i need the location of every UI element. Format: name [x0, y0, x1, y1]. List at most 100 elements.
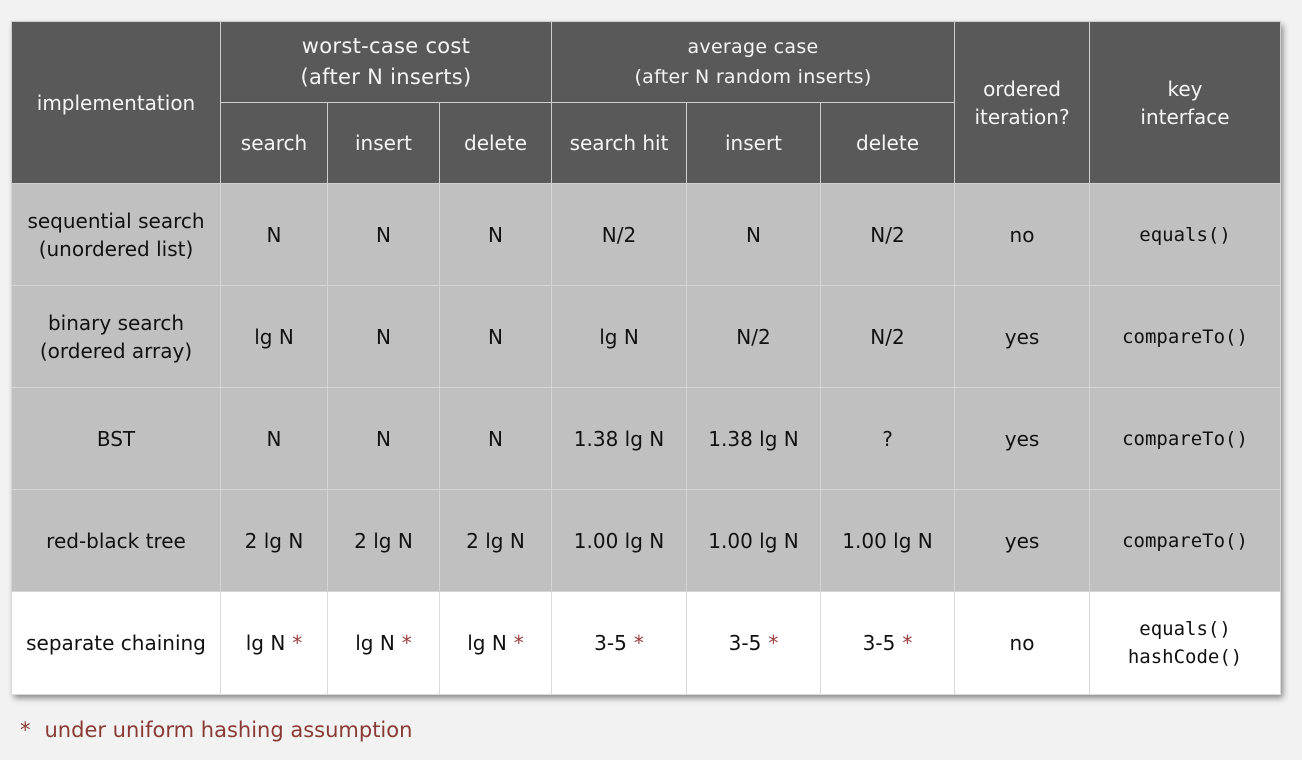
cost-cell: N/2	[551, 183, 688, 286]
cost-cell: N/2	[686, 285, 822, 388]
cost-cell: 2 lg N	[220, 489, 328, 592]
cost-cell: 1.38 lg N	[551, 387, 688, 490]
header-implementation-label: implementation	[36, 90, 196, 115]
ordered-cell: yes	[954, 285, 1091, 388]
cost-cell: N	[327, 285, 440, 388]
table-row: BST N N N 1.38 lg N 1.38 lg N ? yes comp…	[11, 387, 1282, 490]
subheader-avg-insert: insert	[686, 102, 822, 184]
table-row: sequential search (unordered list) N N N …	[11, 183, 1282, 286]
cost-cell: 1.00 lg N	[551, 489, 688, 592]
header-average-case: average case (after N random inserts)	[551, 21, 956, 103]
cost-cell: N/2	[820, 183, 956, 286]
symbol-table-summary: implementation worst-case cost (after N i…	[11, 21, 1282, 695]
cost-cell: 2 lg N	[438, 489, 553, 592]
header-average-line2: (after N random inserts)	[634, 66, 872, 88]
impl-line1: separate chaining	[26, 631, 206, 655]
implementation-cell: BST	[11, 387, 221, 490]
key-line1: equals()	[1139, 618, 1231, 640]
footnote-asterisk: *	[20, 718, 31, 742]
impl-line1: binary search	[47, 310, 185, 335]
cost-cell: N	[438, 285, 553, 388]
impl-line1: sequential search	[27, 208, 205, 233]
key-line1: compareTo()	[1122, 427, 1248, 450]
subheader-insert: insert	[327, 102, 440, 184]
cost-cell: N	[438, 387, 553, 490]
implementation-cell: separate chaining	[11, 591, 221, 695]
cost-value: 3-5	[728, 631, 762, 655]
asterisk-mark: *	[902, 631, 913, 655]
cost-cell: N	[220, 183, 328, 286]
cost-cell: N/2	[820, 285, 956, 388]
cost-cell: ?	[820, 387, 956, 490]
header-ordered-iteration: ordered iteration?	[954, 21, 1091, 184]
comparison-table: implementation worst-case cost (after N i…	[11, 21, 1282, 695]
implementation-cell: binary search (ordered array)	[11, 285, 221, 388]
impl-line1: red-black tree	[46, 528, 186, 553]
cost-value: lg N	[245, 631, 286, 655]
cost-value: lg N	[467, 631, 507, 655]
key-interface-cell: compareTo()	[1089, 387, 1282, 490]
cost-cell: lg N *	[438, 591, 553, 695]
ordered-cell: yes	[954, 489, 1091, 592]
key-interface-cell: compareTo()	[1089, 285, 1282, 388]
subheader-search-hit: search hit	[551, 102, 688, 184]
asterisk-mark: *	[292, 631, 303, 655]
header-key-line2: interface	[1140, 104, 1230, 129]
table-row: red-black tree 2 lg N 2 lg N 2 lg N 1.00…	[11, 489, 1282, 592]
cost-value: lg N	[355, 631, 395, 655]
header-worst-case-line2: (after N inserts)	[300, 65, 472, 89]
cost-cell: 1.00 lg N	[686, 489, 822, 592]
cost-cell: 3-5 *	[686, 591, 822, 695]
cost-cell: N	[438, 183, 553, 286]
implementation-cell: sequential search (unordered list)	[11, 183, 221, 286]
footnote: * under uniform hashing assumption	[20, 718, 412, 742]
cost-cell: lg N *	[220, 591, 328, 695]
header-ordered-line1: ordered	[983, 76, 1061, 101]
asterisk-mark: *	[633, 631, 644, 655]
cost-cell: N	[220, 387, 328, 490]
asterisk-mark: *	[401, 631, 412, 655]
table-row-highlighted: separate chaining lg N * lg N * lg N * 3-5 *…	[11, 591, 1282, 695]
impl-line2: (ordered array)	[39, 338, 193, 363]
key-line1: equals()	[1139, 223, 1231, 246]
impl-line2: (unordered list)	[38, 236, 194, 261]
subheader-delete: delete	[438, 102, 553, 184]
ordered-cell: yes	[954, 387, 1091, 490]
cost-cell: lg N	[551, 285, 688, 388]
cost-cell: 2 lg N	[327, 489, 440, 592]
implementation-cell: red-black tree	[11, 489, 221, 592]
key-interface-cell: compareTo()	[1089, 489, 1282, 592]
cost-value: 3-5	[862, 631, 896, 655]
header-worst-case-line1: worst-case cost	[301, 34, 471, 58]
key-interface-cell: equals() hashCode()	[1089, 591, 1282, 695]
ordered-cell: no	[954, 183, 1091, 286]
impl-line1: BST	[96, 426, 136, 451]
footnote-text: under uniform hashing assumption	[44, 718, 413, 742]
cost-value: 3-5	[594, 631, 627, 655]
ordered-cell: no	[954, 591, 1091, 695]
header-key-interface: key interface	[1089, 21, 1282, 184]
table-row: binary search (ordered array) lg N N N lg…	[11, 285, 1282, 388]
key-line2: hashCode()	[1127, 646, 1243, 668]
cost-cell: 1.00 lg N	[820, 489, 956, 592]
subheader-avg-delete: delete	[820, 102, 956, 184]
header-key-line1: key	[1167, 76, 1203, 101]
header-average-line1: average case	[687, 36, 819, 58]
asterisk-mark: *	[768, 631, 779, 655]
key-line1: compareTo()	[1122, 325, 1248, 348]
cost-cell: N	[327, 387, 440, 490]
cost-cell: 3-5 *	[551, 591, 688, 695]
key-interface-cell: equals()	[1089, 183, 1282, 286]
subheader-search: search	[220, 102, 328, 184]
key-line1: compareTo()	[1122, 529, 1248, 552]
header-implementation: implementation	[11, 21, 221, 184]
header-ordered-line2: iteration?	[974, 104, 1070, 129]
cost-cell: 1.38 lg N	[686, 387, 822, 490]
header-worst-case: worst-case cost (after N inserts)	[219, 21, 553, 103]
cost-cell: lg N *	[327, 591, 440, 695]
asterisk-mark: *	[513, 631, 524, 655]
cost-cell: N	[327, 183, 440, 286]
cost-cell: lg N	[220, 285, 328, 388]
cost-cell: N	[686, 183, 822, 286]
cost-cell: 3-5 *	[820, 591, 956, 695]
